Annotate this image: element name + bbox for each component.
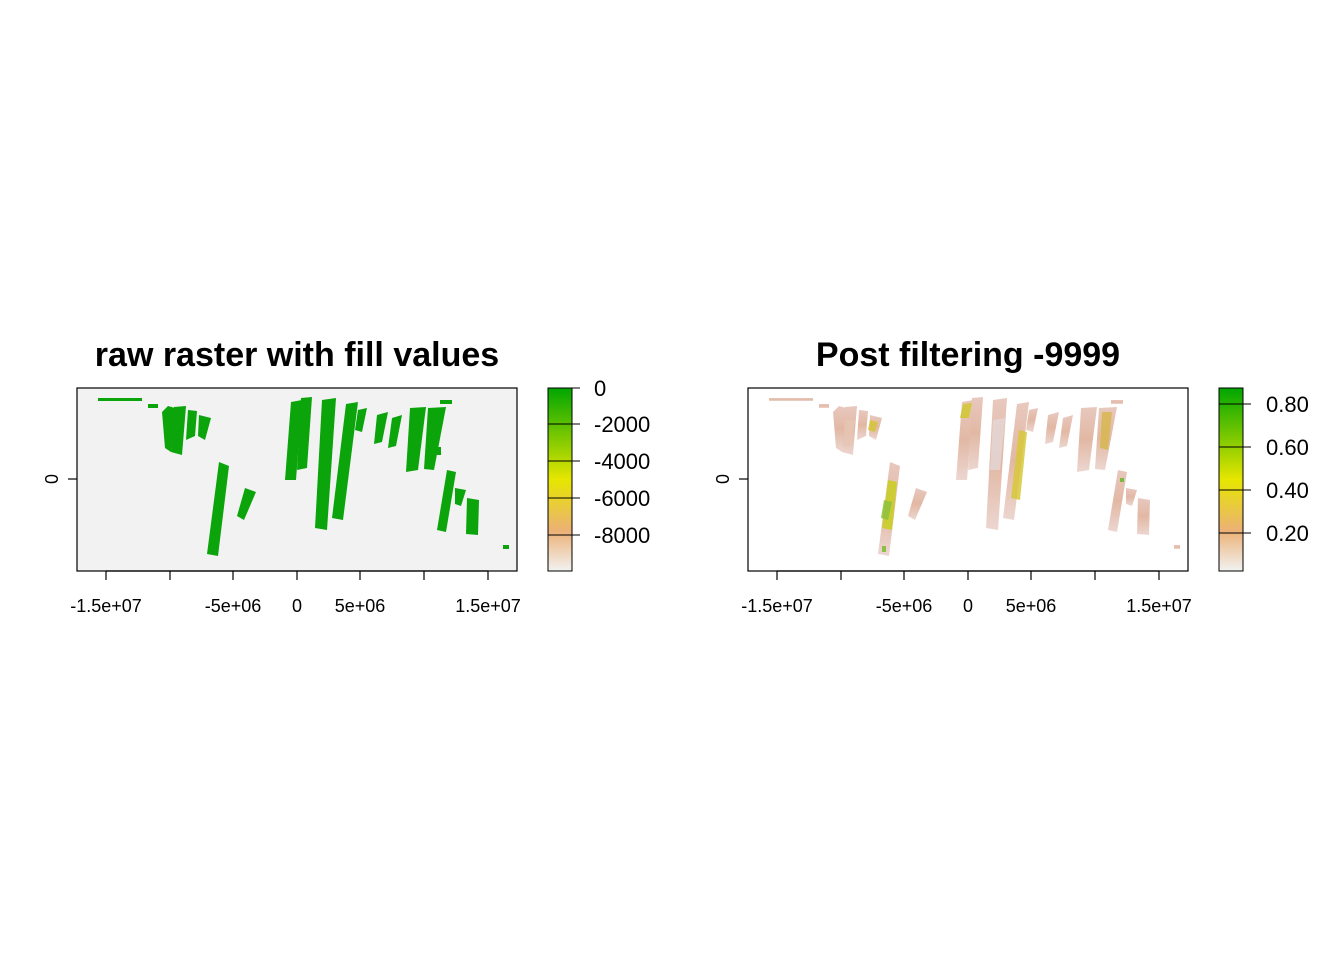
- legend-colorbar: [1218, 387, 1244, 572]
- fragment: [1111, 400, 1123, 404]
- swath: [374, 412, 388, 444]
- swath: [315, 398, 336, 530]
- swath: [1059, 415, 1073, 448]
- swath: [857, 410, 868, 440]
- swath: [455, 488, 466, 506]
- y-tick-label: 0: [42, 474, 62, 484]
- x-tick-label: 0: [963, 596, 973, 616]
- value-tints: [843, 403, 1124, 552]
- x-tick-label: 5e+06: [1006, 596, 1057, 616]
- legend-raw: 0 -2000 -4000 -6000 -8000: [547, 376, 650, 572]
- green-area: [881, 500, 892, 520]
- swath: [406, 407, 426, 472]
- swath: [207, 462, 229, 556]
- fragment: [769, 398, 813, 401]
- swath: [1137, 498, 1150, 535]
- x-tick-label: -1.5e+07: [741, 596, 813, 616]
- legend-tick-label: -2000: [594, 412, 650, 437]
- x-tick-label: 0: [292, 596, 302, 616]
- swath: [186, 410, 197, 440]
- swath: [1108, 470, 1127, 532]
- raster-filtered: [748, 388, 1188, 571]
- x-axis-ticks: [105, 571, 489, 580]
- swath: [1077, 407, 1097, 472]
- x-tick-label: 5e+06: [335, 596, 386, 616]
- y-tick-label: 0: [713, 474, 733, 484]
- legend-tick-label: 0.60: [1266, 435, 1309, 460]
- legend-tick-label: 0.40: [1266, 478, 1309, 503]
- chart-title: Post filtering -9999: [816, 336, 1120, 374]
- fragment: [440, 400, 452, 404]
- legend-colorbar: [547, 387, 573, 572]
- green-speck: [882, 546, 886, 552]
- x-axis-ticks: [776, 571, 1160, 580]
- swath: [1026, 408, 1038, 432]
- fragment: [148, 404, 158, 408]
- legend-tick-label: 0.80: [1266, 392, 1309, 417]
- green-speck: [1120, 478, 1124, 482]
- fragment: [98, 398, 142, 401]
- legend-tick-label: -4000: [594, 449, 650, 474]
- panel-raw: raw raster with fill values: [42, 336, 650, 616]
- swath: [956, 400, 973, 480]
- chart-title: raw raster with fill values: [95, 336, 499, 374]
- fragment: [1174, 545, 1180, 549]
- swath: [1045, 412, 1059, 444]
- x-tick-label: 1.5e+07: [1126, 596, 1192, 616]
- swath: [437, 470, 456, 532]
- x-tick-label: -5e+06: [205, 596, 262, 616]
- swath: [171, 406, 186, 455]
- raster-raw: [77, 388, 517, 571]
- swath: [162, 406, 175, 452]
- swath: [968, 397, 983, 470]
- swath: [285, 400, 302, 480]
- swath: [332, 402, 358, 520]
- yellow-area: [1011, 430, 1027, 500]
- swath: [297, 397, 312, 470]
- valid-swaths: [98, 397, 509, 556]
- legend-tick-label: -8000: [594, 523, 650, 548]
- pale-area: [990, 418, 1005, 470]
- x-tick-label: -1.5e+07: [70, 596, 142, 616]
- swath: [424, 407, 446, 470]
- legend-filtered: 0.80 0.60 0.40 0.20: [1218, 387, 1309, 572]
- x-tick-label: -5e+06: [876, 596, 933, 616]
- legend-tick-label: 0: [594, 376, 606, 401]
- yellow-area: [1100, 412, 1112, 450]
- legend-tick-label: 0.20: [1266, 521, 1309, 546]
- yellow-area: [868, 420, 878, 432]
- fragment: [819, 404, 829, 408]
- swath: [1126, 488, 1137, 506]
- swath: [908, 488, 927, 520]
- legend-tick-label: -6000: [594, 486, 650, 511]
- fragment: [437, 447, 441, 455]
- swath: [237, 488, 256, 520]
- swath: [355, 408, 367, 432]
- swath: [466, 498, 479, 535]
- fragment: [503, 545, 509, 549]
- swath: [198, 415, 211, 440]
- yellow-area: [960, 403, 972, 418]
- panel-filtered: Post filtering -9999: [713, 336, 1309, 616]
- x-tick-label: 1.5e+07: [455, 596, 521, 616]
- swath: [833, 406, 846, 452]
- pale-area: [843, 420, 855, 446]
- swath: [388, 415, 402, 448]
